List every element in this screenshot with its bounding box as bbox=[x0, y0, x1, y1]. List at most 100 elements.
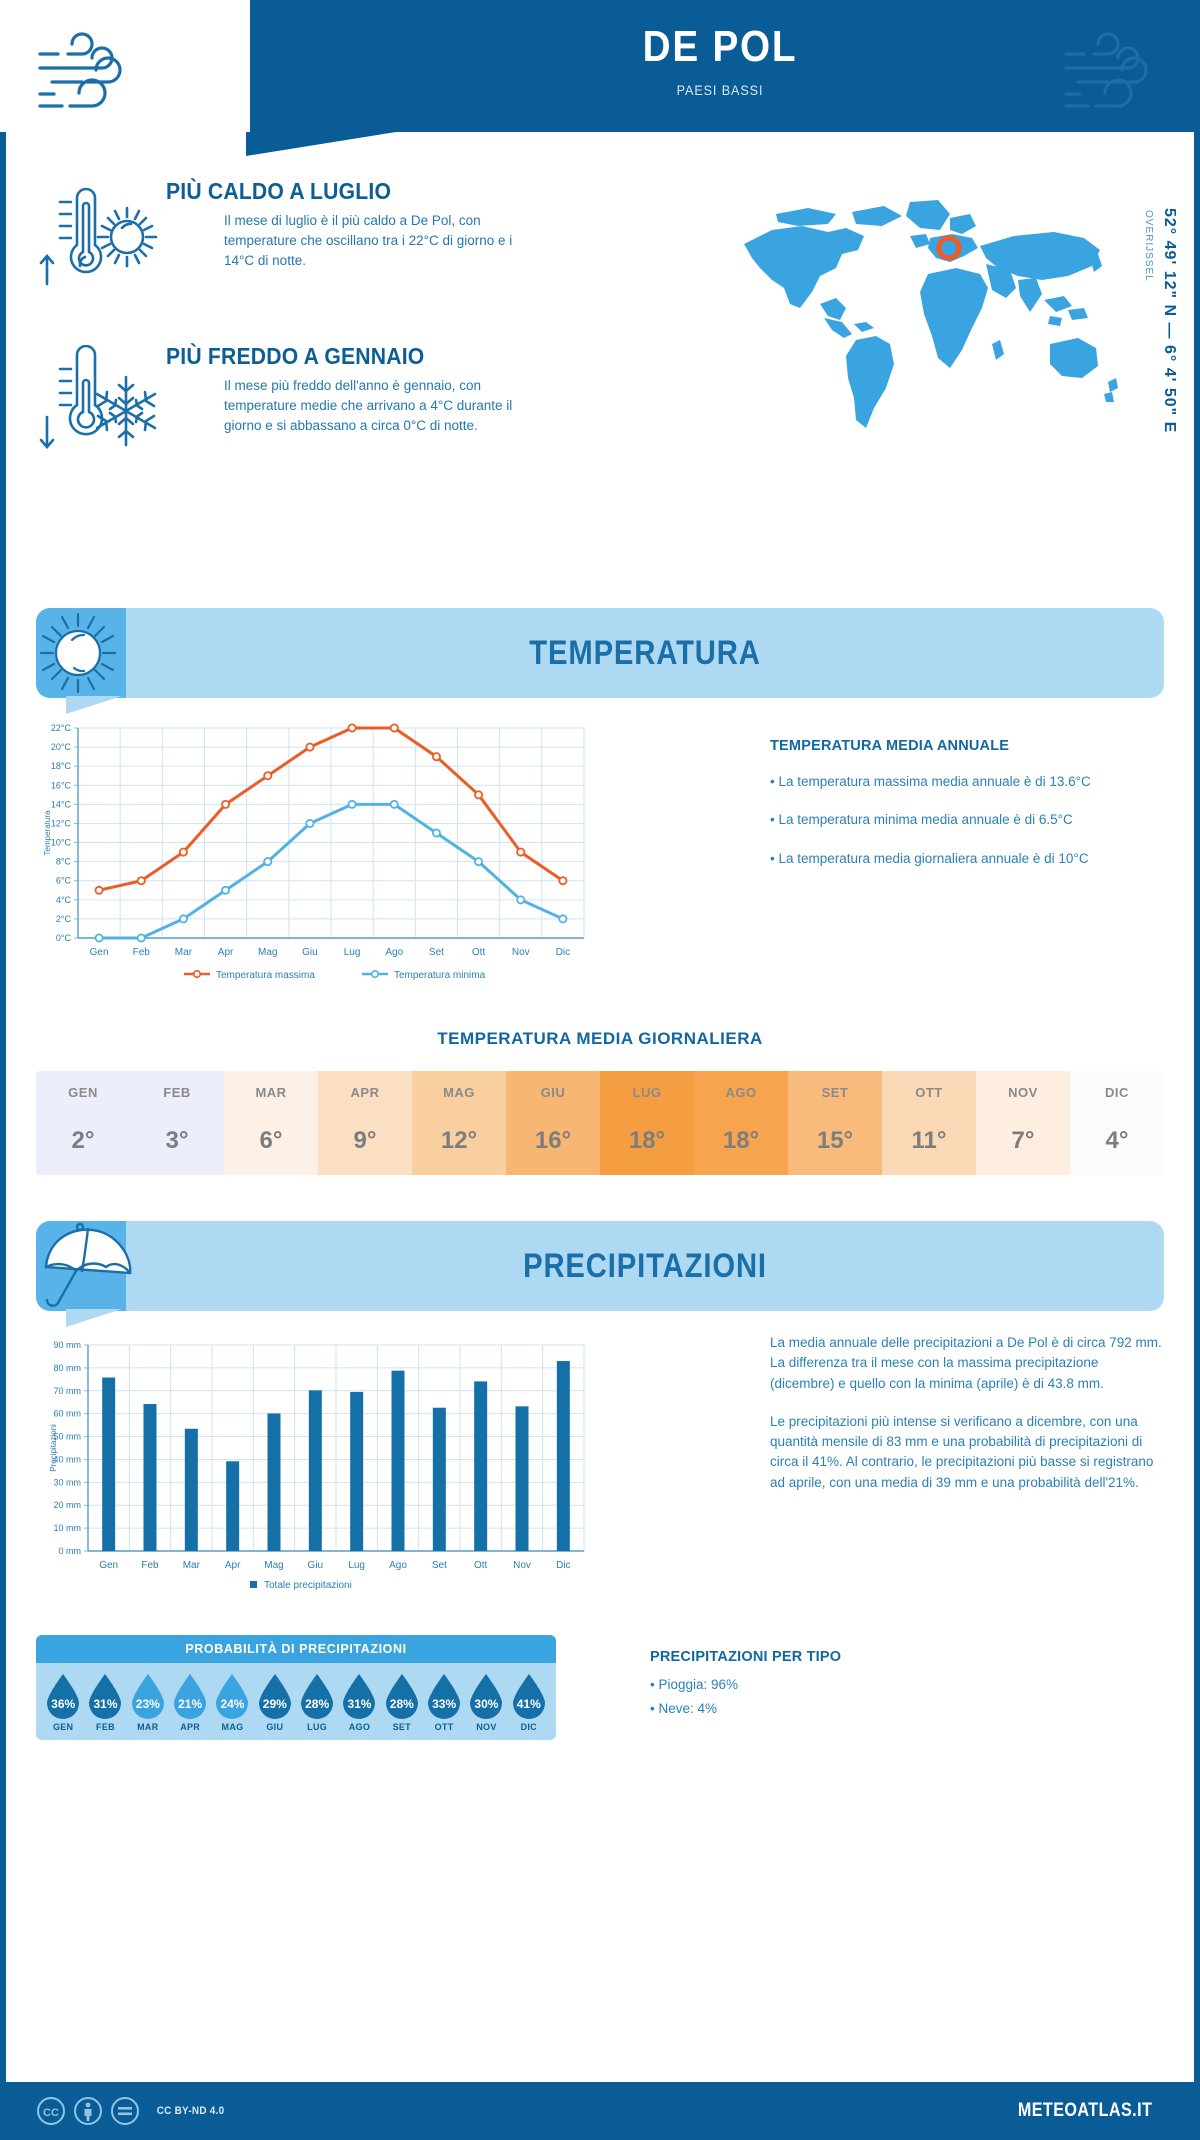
svg-text:Temperatura: Temperatura bbox=[43, 810, 52, 855]
daily-temp-value: 2° bbox=[71, 1127, 95, 1154]
probability-cell-mar: 23% MAR bbox=[127, 1673, 169, 1732]
svg-text:30 mm: 30 mm bbox=[53, 1477, 81, 1487]
region-label: OVERIJSSEL bbox=[1143, 210, 1154, 282]
svg-text:CC: CC bbox=[43, 2107, 59, 2119]
coldest-month-fact: PIÙ FREDDO A GENNAIO Il mese più freddo … bbox=[36, 343, 1164, 483]
svg-text:Ago: Ago bbox=[389, 1560, 407, 1571]
temperature-chart-row: 0°C 2°C 4°C 6°C 8°C 10°C 12°C 14°C 16°C 18°C 20°C 2… bbox=[6, 698, 1194, 991]
svg-text:70 mm: 70 mm bbox=[53, 1386, 81, 1396]
svg-text:22°C: 22°C bbox=[51, 723, 72, 733]
daily-temp-month: GEN bbox=[68, 1085, 98, 1100]
daily-temp-value: 9° bbox=[353, 1127, 377, 1154]
probability-cell-lug: 28% LUG bbox=[296, 1673, 338, 1732]
probability-value: 23% bbox=[135, 1697, 160, 1711]
brand-label: METEOATLAS.IT bbox=[1017, 2100, 1153, 2121]
svg-text:Gen: Gen bbox=[99, 1560, 118, 1571]
cc-icon: CC bbox=[37, 2097, 65, 2125]
probability-month: SET bbox=[392, 1722, 411, 1732]
by-icon bbox=[74, 2097, 102, 2125]
daily-temp-cell-mag: MAG 12° bbox=[412, 1071, 506, 1175]
svg-text:Ago: Ago bbox=[385, 947, 403, 958]
svg-text:60 mm: 60 mm bbox=[53, 1409, 81, 1419]
water-drop-icon: 30% bbox=[467, 1673, 505, 1720]
daily-temp-cell-ago: AGO 18° bbox=[694, 1071, 788, 1175]
svg-text:10 mm: 10 mm bbox=[53, 1523, 81, 1533]
svg-text:18°C: 18°C bbox=[51, 761, 72, 771]
svg-text:Mar: Mar bbox=[183, 1560, 201, 1571]
probability-month: FEB bbox=[96, 1722, 115, 1732]
water-drop-icon: 29% bbox=[256, 1673, 294, 1720]
hottest-month-title: PIÙ CALDO A LUGLIO bbox=[166, 178, 392, 204]
precipitation-paragraph-1: La media annuale delle precipitazioni a … bbox=[770, 1335, 1162, 1391]
daily-temp-value: 4° bbox=[1105, 1127, 1129, 1154]
daily-temp-value: 12° bbox=[440, 1127, 478, 1154]
temperature-banner: TEMPERATURA bbox=[36, 608, 1164, 714]
svg-text:16°C: 16°C bbox=[51, 780, 72, 790]
svg-text:90 mm: 90 mm bbox=[53, 1340, 81, 1350]
daily-temp-cell-feb: FEB 3° bbox=[130, 1071, 224, 1175]
daily-temp-cell-mar: MAR 6° bbox=[224, 1071, 318, 1175]
probability-value: 30% bbox=[474, 1697, 499, 1711]
world-map bbox=[724, 192, 1124, 442]
temperature-bullet-min: • La temperatura minima media annuale è … bbox=[770, 812, 1073, 828]
svg-text:Apr: Apr bbox=[218, 947, 234, 958]
probability-month: LUG bbox=[307, 1722, 328, 1732]
svg-text:Feb: Feb bbox=[133, 947, 151, 958]
wind-icon bbox=[34, 24, 142, 121]
probability-month: MAR bbox=[137, 1722, 159, 1732]
svg-text:50 mm: 50 mm bbox=[53, 1432, 81, 1442]
svg-text:Apr: Apr bbox=[225, 1560, 241, 1571]
svg-text:Mag: Mag bbox=[264, 1560, 283, 1571]
daily-temp-value: 18° bbox=[628, 1127, 666, 1154]
daily-temp-value: 7° bbox=[1011, 1127, 1035, 1154]
probability-cell-ago: 31% AGO bbox=[338, 1673, 380, 1732]
cold-icons bbox=[36, 344, 162, 470]
probability-cell-gen: 36% GEN bbox=[42, 1673, 84, 1732]
daily-temp-month: NOV bbox=[1008, 1085, 1038, 1100]
svg-text:14°C: 14°C bbox=[51, 799, 72, 809]
svg-text:Ott: Ott bbox=[472, 947, 486, 958]
water-drop-icon: 41% bbox=[510, 1673, 548, 1720]
temperature-banner-title: TEMPERATURA bbox=[529, 633, 761, 672]
precipitation-summary-panel: La media annuale delle precipitazioni a … bbox=[736, 1333, 1164, 1613]
svg-text:12°C: 12°C bbox=[51, 818, 72, 828]
probability-row: PROBABILITÀ DI PRECIPITAZIONI 36% GEN 31% F… bbox=[6, 1613, 1194, 1740]
precipitation-type-rain: • Pioggia: 96% bbox=[650, 1677, 739, 1692]
water-drop-icon: 21% bbox=[171, 1673, 209, 1720]
daily-temp-cell-apr: APR 9° bbox=[318, 1071, 412, 1175]
svg-text:Mag: Mag bbox=[258, 947, 277, 958]
probability-value: 28% bbox=[305, 1697, 330, 1711]
probability-month: DIC bbox=[520, 1722, 537, 1732]
water-drop-icon: 31% bbox=[86, 1673, 124, 1720]
svg-text:Ott: Ott bbox=[474, 1560, 488, 1571]
daily-temp-value: 3° bbox=[165, 1127, 189, 1154]
svg-text:Set: Set bbox=[432, 1560, 447, 1571]
water-drop-icon: 28% bbox=[298, 1673, 336, 1720]
page-title: DE POL bbox=[642, 22, 798, 71]
water-drop-icon: 24% bbox=[213, 1673, 251, 1720]
umbrella-icon bbox=[36, 1221, 132, 1311]
svg-text:2°C: 2°C bbox=[56, 914, 72, 924]
temperature-bullet-avg: • La temperatura media giornaliera annua… bbox=[770, 850, 1089, 866]
coordinates: 52° 49' 12" N — 6° 4' 50" E bbox=[1161, 208, 1178, 434]
probability-title: PROBABILITÀ DI PRECIPITAZIONI bbox=[36, 1635, 556, 1663]
precipitation-banner-title: PRECIPITAZIONI bbox=[523, 1246, 767, 1285]
svg-text:6°C: 6°C bbox=[56, 876, 72, 886]
daily-temp-month: MAR bbox=[255, 1085, 287, 1100]
license-label: CC BY-ND 4.0 bbox=[156, 2105, 225, 2117]
probability-value: 24% bbox=[220, 1697, 245, 1711]
daily-temp-value: 6° bbox=[259, 1127, 283, 1154]
precipitation-paragraph-2: Le precipitazioni più intense si verific… bbox=[770, 1413, 1154, 1490]
svg-text:8°C: 8°C bbox=[56, 857, 72, 867]
water-drop-icon: 23% bbox=[129, 1673, 167, 1720]
probability-cell-nov: 30% NOV bbox=[465, 1673, 507, 1732]
probability-month: AGO bbox=[348, 1722, 371, 1732]
daily-temp-cell-giu: GIU 16° bbox=[506, 1071, 600, 1175]
svg-text:Lug: Lug bbox=[344, 947, 361, 958]
svg-text:Mar: Mar bbox=[175, 947, 193, 958]
daily-temp-month: MAG bbox=[443, 1085, 475, 1100]
svg-text:Temperatura massima: Temperatura massima bbox=[216, 970, 315, 981]
svg-text:20 mm: 20 mm bbox=[53, 1500, 81, 1510]
daily-temp-cell-nov: NOV 7° bbox=[976, 1071, 1070, 1175]
